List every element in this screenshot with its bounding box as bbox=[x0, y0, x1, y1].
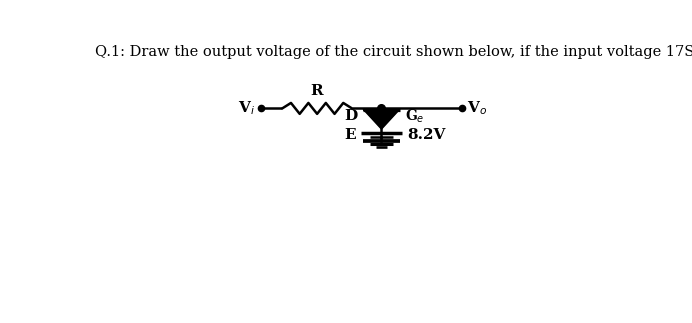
Text: D: D bbox=[344, 109, 357, 123]
Text: R: R bbox=[311, 84, 323, 98]
Text: G$_e$: G$_e$ bbox=[405, 108, 424, 125]
Text: Q.1: Draw the output voltage of the circuit shown below, if the input voltage 17: Q.1: Draw the output voltage of the circ… bbox=[95, 45, 692, 59]
Text: V$_o$: V$_o$ bbox=[467, 99, 487, 117]
Text: 8.2V: 8.2V bbox=[407, 128, 446, 142]
Text: V$_i$: V$_i$ bbox=[239, 99, 255, 117]
Polygon shape bbox=[364, 109, 399, 128]
Text: E: E bbox=[344, 128, 356, 142]
